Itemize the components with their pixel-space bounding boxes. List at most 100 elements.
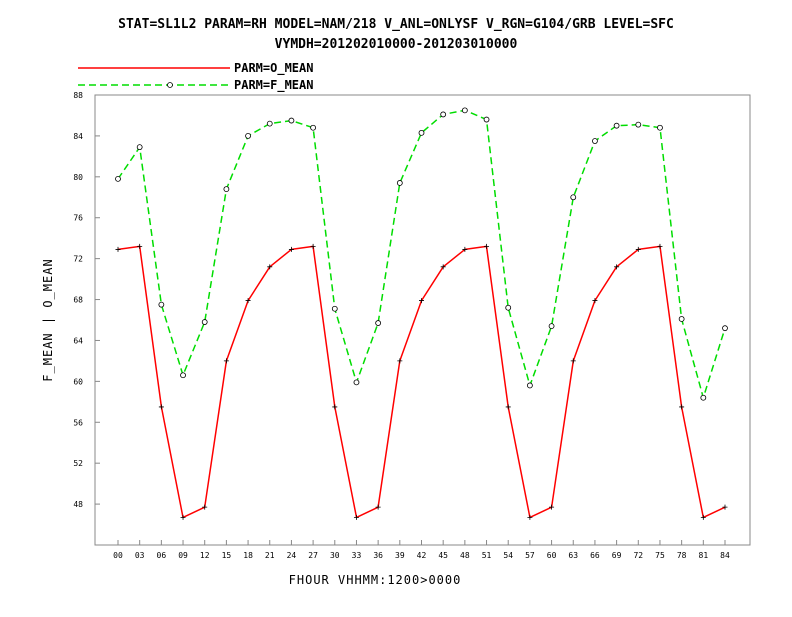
data-point <box>700 394 707 401</box>
x-tick-label: 75 <box>655 551 665 560</box>
x-tick-label: 66 <box>590 551 600 560</box>
x-tick-label: 45 <box>438 551 448 560</box>
x-tick-label: 69 <box>612 551 622 560</box>
x-tick-label: 00 <box>113 551 123 560</box>
x-tick-label: 51 <box>482 551 492 560</box>
x-tick-label: 63 <box>568 551 578 560</box>
legend-label-o-mean: PARM=O_MEAN <box>234 61 313 76</box>
data-point <box>158 404 164 410</box>
data-point <box>483 116 490 123</box>
data-point <box>397 358 403 364</box>
data-point <box>419 298 424 304</box>
data-point <box>614 264 620 270</box>
data-point <box>202 504 208 510</box>
data-point <box>375 320 382 326</box>
x-tick-label: 81 <box>699 551 709 560</box>
chart-subtitle: VYMDH=201202010000-201203010000 <box>275 37 518 52</box>
x-tick-label: 72 <box>633 551 643 560</box>
data-point <box>462 246 468 252</box>
x-tick-label: 42 <box>417 551 427 560</box>
x-tick-label: 24 <box>287 551 297 560</box>
data-point <box>353 514 359 520</box>
data-point <box>527 514 533 520</box>
data-point <box>592 298 598 304</box>
data-point <box>440 111 447 118</box>
legend-marker-f-mean <box>167 82 173 88</box>
data-point <box>722 325 728 332</box>
data-point <box>678 316 685 322</box>
data-point <box>288 117 295 124</box>
data-point <box>245 298 251 304</box>
x-tick-label: 48 <box>460 551 470 560</box>
y-axis-label: F_MEAN | O_MEAN <box>41 258 55 381</box>
data-point <box>505 404 511 410</box>
y-axis: 48 52 56 60 64 68 72 76 80 84 88 <box>73 91 100 509</box>
data-point <box>613 122 620 129</box>
data-point <box>223 186 230 192</box>
x-tick-label: 30 <box>330 551 340 560</box>
y-tick-label: 72 <box>73 255 83 264</box>
data-point <box>375 504 381 510</box>
data-point <box>266 120 273 127</box>
data-point <box>245 133 251 139</box>
data-point <box>657 243 663 249</box>
x-tick-label: 54 <box>503 551 513 560</box>
x-tick-label: 15 <box>222 551 232 560</box>
data-point <box>223 358 229 364</box>
plot-frame <box>94 94 751 546</box>
data-point <box>136 144 143 151</box>
data-point <box>396 180 403 186</box>
data-point <box>570 194 577 201</box>
data-point <box>332 404 338 410</box>
data-point <box>440 264 446 270</box>
x-axis-label: FHOUR VHHMM:1200>0000 <box>289 573 462 587</box>
x-tick-label: 84 <box>720 551 730 560</box>
x-tick-label: 60 <box>547 551 557 560</box>
x-tick-label: 78 <box>677 551 687 560</box>
series-line-0 <box>117 245 726 519</box>
data-point <box>679 404 685 410</box>
data-point <box>115 246 121 252</box>
x-tick-label: 12 <box>200 551 210 560</box>
x-tick-label: 39 <box>395 551 405 560</box>
data-point <box>722 504 728 510</box>
series-line-1 <box>117 109 726 399</box>
data-point <box>310 124 317 131</box>
data-point <box>137 243 143 249</box>
x-tick-label: 27 <box>308 551 318 560</box>
data-point <box>288 246 294 252</box>
y-tick-label: 88 <box>73 91 83 100</box>
data-point <box>505 304 512 311</box>
data-point <box>418 129 425 136</box>
y-tick-label: 68 <box>73 296 83 305</box>
y-tick-label: 64 <box>73 336 83 345</box>
data-point <box>201 319 208 325</box>
y-tick-label: 76 <box>73 214 83 223</box>
y-tick-label: 84 <box>73 132 83 141</box>
y-tick-label: 52 <box>73 459 83 468</box>
data-point <box>549 504 555 510</box>
data-point <box>331 305 338 312</box>
data-point <box>267 264 273 270</box>
data-point <box>115 175 121 182</box>
data-point <box>657 124 663 131</box>
data-point <box>635 121 642 128</box>
x-tick-label: 03 <box>135 551 145 560</box>
x-tick-label: 57 <box>525 551 535 560</box>
data-point <box>180 372 186 379</box>
data-point <box>592 138 598 144</box>
x-tick-label: 36 <box>373 551 383 560</box>
data-point <box>526 382 533 389</box>
chart-title: STAT=SL1L2 PARAM=RH MODEL=NAM/218 V_ANL=… <box>118 17 674 32</box>
data-point <box>310 243 316 249</box>
x-axis: 00 03 06 09 12 15 18 21 24 27 30 33 36 39 42 45 48 51 54 57… <box>113 540 730 560</box>
data-point <box>353 379 360 386</box>
y-tick-label: 80 <box>73 173 83 182</box>
legend-label-f-mean: PARM=F_MEAN <box>234 78 313 93</box>
data-point <box>158 301 165 308</box>
series-layer <box>115 107 728 520</box>
x-tick-label: 09 <box>178 551 188 560</box>
data-point <box>570 358 576 364</box>
